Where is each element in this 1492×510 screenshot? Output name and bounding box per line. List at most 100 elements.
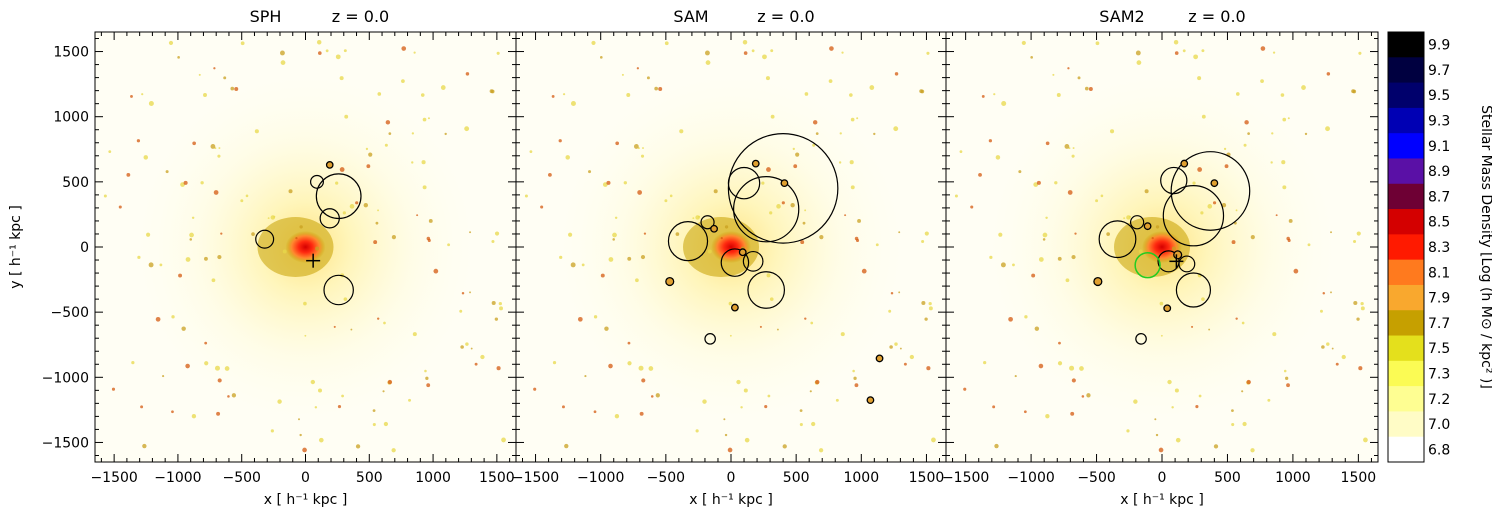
satellite-speck — [751, 49, 755, 53]
satellite-speck — [633, 144, 639, 149]
colorbar-swatch — [1388, 82, 1424, 109]
satellite-marker — [738, 248, 747, 257]
satellite-speck — [1008, 316, 1013, 322]
colorbar-level: 7.7 — [1428, 316, 1450, 332]
satellite-speck — [970, 205, 974, 209]
satellite-speck — [108, 150, 112, 154]
satellite-speck — [178, 273, 183, 278]
satellite-speck — [1057, 361, 1063, 366]
satellite-speck — [873, 132, 876, 136]
satellite-speck — [995, 155, 1001, 160]
satellite-speck — [614, 414, 620, 419]
satellite-speck — [978, 172, 982, 177]
x-tick-label: 0 — [727, 470, 736, 486]
satellite-speck — [529, 150, 533, 154]
satellite-speck — [401, 79, 405, 84]
satellite-speck — [349, 204, 355, 209]
satellite-speck — [998, 232, 1003, 237]
satellite-speck — [993, 93, 996, 96]
satellite-speck — [767, 394, 771, 398]
satellite-speck — [623, 181, 627, 185]
satellite-speck — [217, 154, 221, 158]
x-tick-label: 0 — [1158, 470, 1167, 486]
satellite-speck — [181, 326, 186, 331]
satellite-speck — [217, 378, 222, 383]
satellite-speck — [343, 297, 348, 301]
satellite-speck — [743, 51, 748, 55]
satellite-speck — [342, 211, 346, 215]
satellite-speck — [162, 375, 165, 378]
colorbar-level: 7.5 — [1428, 341, 1450, 357]
satellite-speck — [650, 395, 654, 398]
satellite-speck — [903, 362, 907, 366]
satellite-speck — [1056, 93, 1061, 97]
satellite-speck — [776, 328, 779, 331]
satellite-speck — [695, 429, 699, 433]
colorbar-swatch — [1388, 436, 1424, 463]
satellite-speck — [224, 366, 230, 371]
satellite-speck — [1064, 144, 1070, 149]
satellite-speck — [841, 51, 844, 54]
satellite-speck — [640, 255, 646, 260]
satellite-speck — [729, 334, 732, 337]
satellite-speck — [627, 341, 631, 345]
satellite-speck — [850, 117, 855, 122]
x-tick-label: 1500 — [479, 470, 515, 486]
satellite-speck — [577, 316, 583, 322]
satellite-speck — [1353, 239, 1357, 244]
satellite-speck — [388, 132, 392, 135]
colorbar-swatch — [1388, 284, 1424, 311]
satellite-speck — [1293, 268, 1299, 274]
satellite-speck — [1325, 126, 1330, 132]
satellite-speck — [1033, 182, 1039, 187]
satellite-speck — [1160, 334, 1163, 337]
satellite-speck — [564, 443, 569, 449]
satellite-speck — [769, 297, 774, 301]
satellite-speck — [954, 194, 958, 198]
satellite-speck — [769, 211, 773, 215]
satellite-speck — [1201, 297, 1205, 301]
satellite-speck — [890, 292, 894, 295]
satellite-speck — [1304, 132, 1308, 136]
satellite-speck — [1036, 180, 1041, 185]
satellite-speck — [1281, 160, 1286, 165]
satellite-speck — [480, 354, 485, 360]
satellite-speck — [626, 93, 631, 97]
satellite-speck — [552, 361, 557, 365]
satellite-speck — [614, 216, 618, 220]
satellite-speck — [1223, 147, 1227, 151]
colorbar-level: 7.2 — [1428, 392, 1450, 408]
satellite-speck — [1326, 72, 1331, 76]
satellite-speck — [1052, 73, 1055, 76]
satellite-speck — [1241, 321, 1245, 325]
satellite-speck — [899, 347, 902, 350]
halo-circle — [727, 133, 839, 244]
satellite-speck — [350, 328, 353, 331]
satellite-speck — [1275, 214, 1278, 217]
satellite-speck — [295, 237, 298, 240]
satellite-speck — [1200, 211, 1204, 215]
halo-circle — [1135, 333, 1147, 345]
green-circle — [1134, 252, 1161, 279]
satellite-marker — [731, 303, 739, 312]
satellite-speck — [1175, 437, 1181, 443]
satellite-speck — [1070, 411, 1075, 416]
satellite-speck — [494, 317, 499, 321]
satellite-speck — [251, 232, 255, 236]
satellite-speck — [1213, 444, 1219, 449]
satellite-speck — [713, 189, 718, 194]
colorbar-swatch — [1388, 386, 1424, 412]
colorbar-swatch — [1388, 57, 1424, 84]
colorbar-level: 6.8 — [1428, 442, 1450, 458]
satellite-speck — [1250, 235, 1255, 240]
satellite-speck — [302, 447, 307, 453]
satellite-speck — [341, 394, 344, 398]
satellite-speck — [171, 410, 174, 414]
satellite-speck — [137, 255, 141, 259]
satellite-speck — [355, 444, 361, 449]
satellite-speck — [1282, 117, 1287, 122]
satellite-speck — [1358, 366, 1363, 371]
satellite-speck — [675, 232, 680, 236]
satellite-speck — [664, 41, 669, 46]
satellite-speck — [317, 388, 323, 393]
